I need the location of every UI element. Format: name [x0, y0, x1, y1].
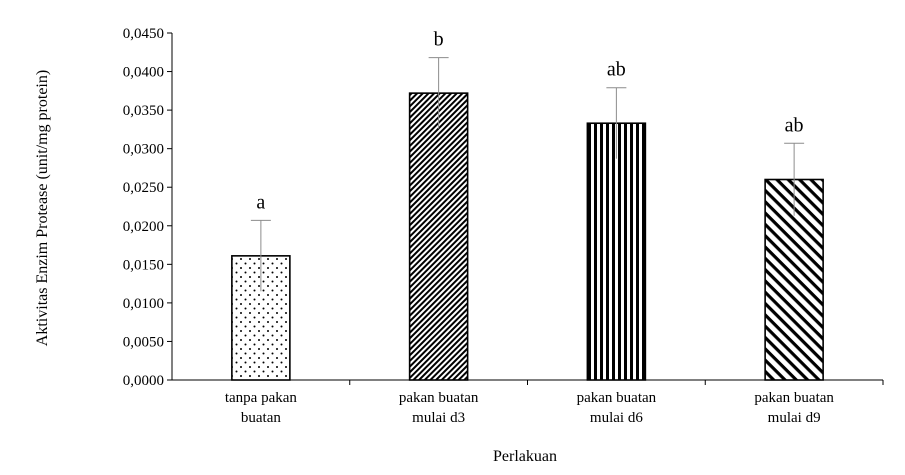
- x-tick-label: tanpa pakan: [225, 390, 298, 406]
- bars: [231, 92, 824, 381]
- y-axis-title: Aktivitas Enzim Protease (unit/mg protei…: [34, 70, 51, 346]
- y-axis-ticks: 0,0000 0,0050 0,0100 0,0150 0,0200 0,0250 0,03…: [123, 26, 172, 389]
- x-tick-label: pakan buatan: [754, 390, 834, 406]
- y-tick-label: 0,0150: [123, 257, 164, 273]
- bar: [408, 92, 469, 381]
- significance-label: ab: [785, 114, 804, 136]
- significance-label: b: [434, 29, 444, 51]
- y-tick-label: 0,0250: [123, 180, 164, 196]
- x-axis-tick-labels: tanpa pakan buatan pakan buatan mulai d3 pak…: [225, 380, 884, 426]
- y-tick-label: 0,0450: [123, 26, 164, 42]
- x-tick-label: mulai d6: [590, 410, 643, 426]
- significance-label: a: [256, 191, 265, 213]
- significance-label: ab: [607, 59, 626, 81]
- bar: [586, 122, 647, 381]
- error-bars: [250, 57, 805, 292]
- y-tick-label: 0,0300: [123, 142, 164, 158]
- y-tick-label: 0,0000: [123, 373, 164, 389]
- x-axis-title: Perlakuan: [493, 448, 557, 465]
- y-tick-label: 0,0100: [123, 296, 164, 312]
- x-tick-label: mulai d9: [768, 410, 821, 426]
- x-tick-label: pakan buatan: [399, 390, 479, 406]
- x-tick-label: mulai d3: [412, 410, 465, 426]
- y-tick-label: 0,0350: [123, 103, 164, 119]
- x-tick-label: buatan: [241, 410, 281, 426]
- y-tick-label: 0,0200: [123, 219, 164, 235]
- y-tick-label: 0,0050: [123, 334, 164, 350]
- x-tick-label: pakan buatan: [577, 390, 657, 406]
- y-tick-label: 0,0400: [123, 65, 164, 81]
